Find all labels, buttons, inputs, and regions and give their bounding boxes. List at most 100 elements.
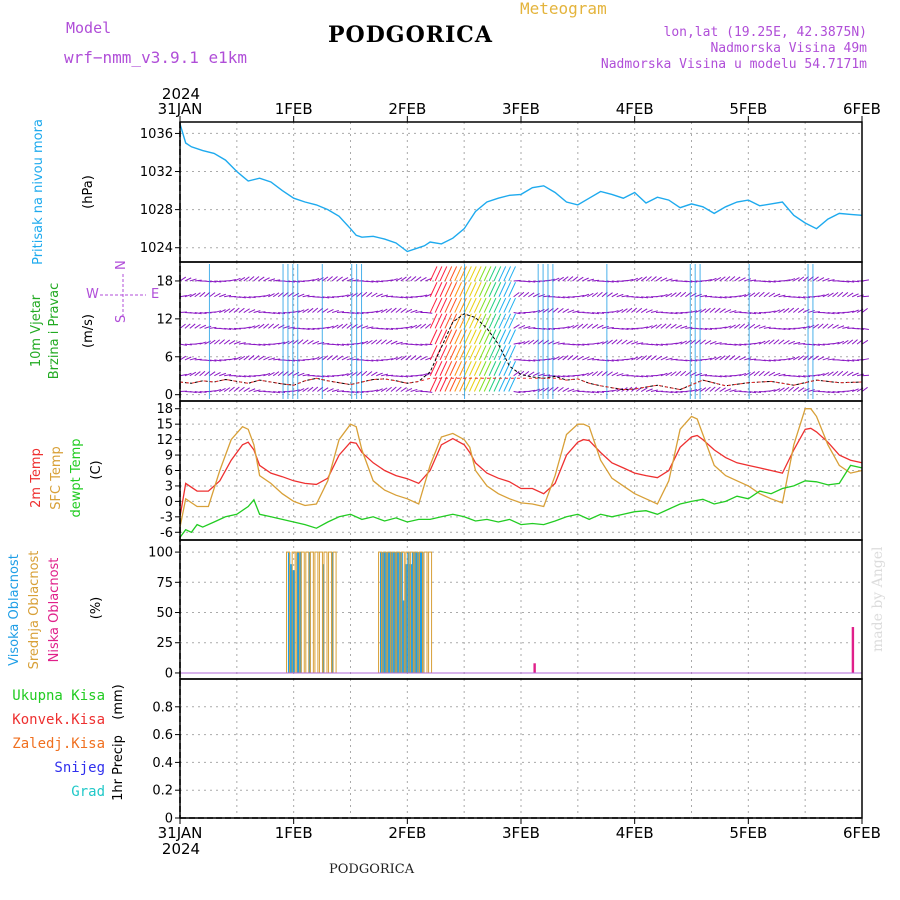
wind-barb <box>513 324 520 329</box>
wind-barb <box>498 266 507 282</box>
wind-barb <box>763 371 770 377</box>
wind-barb <box>385 358 394 361</box>
wind-barb <box>694 293 702 298</box>
wind-barb <box>562 308 569 313</box>
wind-barb <box>636 342 644 345</box>
cloud-bar-high <box>322 564 325 673</box>
wind-barb <box>788 340 795 345</box>
wind-barb <box>189 312 197 315</box>
wind-barb <box>645 309 653 314</box>
wind-barb <box>331 309 339 314</box>
wind-barb <box>611 339 618 345</box>
wind-barb <box>798 375 806 378</box>
wind-barb <box>361 325 369 329</box>
wind-barb <box>297 293 305 298</box>
wind-barb <box>611 280 619 283</box>
wind-barb <box>268 371 275 377</box>
wind-barb <box>488 313 497 329</box>
wind-barb <box>562 326 570 329</box>
wind-barb <box>483 329 492 345</box>
wind-barb <box>179 373 187 377</box>
wind-barb <box>341 277 349 282</box>
wind-barb <box>297 280 305 283</box>
wind-barb <box>567 388 575 392</box>
wind-barb <box>263 372 271 377</box>
wind-barb <box>371 310 379 314</box>
wind-barb <box>734 276 741 282</box>
wind-barb <box>273 312 281 315</box>
wind-barb <box>567 325 575 329</box>
wind-barb <box>267 323 275 329</box>
wind-barb <box>847 371 854 377</box>
wind-barb <box>273 279 281 282</box>
wind-barb <box>812 311 820 314</box>
wind-barb <box>734 374 742 377</box>
wind-barb <box>699 374 708 377</box>
wind-barb <box>439 361 448 376</box>
wind-barb <box>699 308 707 313</box>
cloud-bar-high <box>297 552 300 673</box>
wind-barb <box>596 370 603 377</box>
wind-barb <box>523 326 531 329</box>
wind-barb <box>488 266 497 282</box>
wind-axis-label-2: Brzina i Pravac <box>47 283 62 380</box>
wind-barb <box>405 387 413 392</box>
wind-barb <box>739 372 747 377</box>
wind-barb <box>263 323 270 329</box>
wind-barb <box>734 343 742 346</box>
wind-barb <box>478 345 487 361</box>
wind-barb <box>209 292 216 298</box>
wind-barb <box>483 266 492 282</box>
wind-barb <box>797 355 805 361</box>
wind-barb <box>508 297 516 313</box>
wind-barb <box>827 323 834 329</box>
wind-barb <box>773 309 781 314</box>
wind-barb <box>273 358 281 361</box>
wind-barb <box>640 387 648 392</box>
wind-barb <box>179 355 187 361</box>
wind-barb <box>268 312 276 314</box>
wind-barb <box>685 359 693 362</box>
wind-barb <box>670 358 678 361</box>
wind-barb <box>645 325 653 329</box>
wind-barb <box>273 391 281 394</box>
wind-barb <box>601 325 609 329</box>
wind-barb <box>488 297 497 313</box>
wind-barb <box>395 341 403 345</box>
wind-barb <box>434 345 443 361</box>
wind-barb <box>660 277 668 282</box>
wind-barb <box>861 307 868 313</box>
wind-barb <box>346 391 354 393</box>
wind-barb <box>371 359 379 362</box>
wind-barb <box>596 312 605 314</box>
wind-barb <box>238 342 246 345</box>
wind-barb <box>793 296 801 299</box>
wind-barb <box>812 276 819 282</box>
wind-barb <box>847 359 855 362</box>
wind-barb <box>577 294 585 298</box>
wind-barb <box>851 372 859 377</box>
wind-barb <box>381 294 389 298</box>
wind-barb <box>258 374 266 377</box>
wind-barb <box>473 376 482 392</box>
wind-barb <box>680 291 687 298</box>
wind-barb <box>748 371 756 377</box>
wind-barb <box>768 389 776 393</box>
wind-barb <box>665 278 673 282</box>
wind-barb <box>488 329 497 345</box>
wind-barb <box>272 323 280 329</box>
cloud-mid-label: Srednja Oblacnost <box>27 551 42 670</box>
wind-barb <box>322 326 330 329</box>
y-tick-label: -6 <box>160 526 173 541</box>
wind-barb <box>567 309 575 314</box>
wind-barb <box>788 327 796 330</box>
wind-axis-label: 10m Vjetar <box>29 294 44 367</box>
wind-barb <box>503 376 512 392</box>
wind-barb <box>636 276 643 282</box>
wind-barb <box>861 339 869 345</box>
wind-barb <box>483 297 492 313</box>
wind-barb <box>454 266 462 282</box>
wind-barb <box>753 324 761 329</box>
wind-barb <box>675 391 683 393</box>
wind-barb <box>228 327 237 330</box>
